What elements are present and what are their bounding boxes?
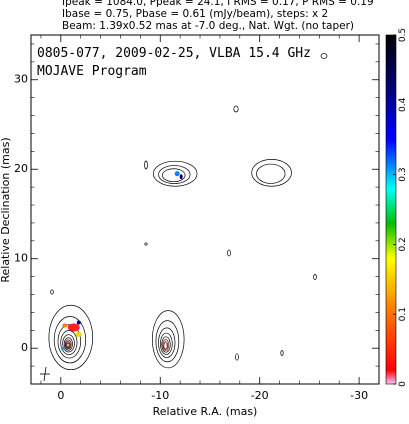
pol-patch [60,346,65,350]
contour-level [251,159,292,187]
x-tick-label: -30 [350,389,368,402]
contour-level [57,324,82,359]
pol-patch [67,323,80,332]
header-line-1: Ipeak = 1084.0, Ppeak = 24.1, I RMS = 0.… [62,0,374,8]
component-north-left [152,160,198,187]
x-axis-label: Relative R.A. (mas) [153,405,258,418]
y-tick-label: 10 [14,252,28,265]
residual-contours [50,53,328,361]
contour-level [66,342,70,348]
component-knot [151,310,185,369]
y-tick-label: 20 [14,162,28,175]
contour-level [161,336,171,353]
y-tick-label: 0 [21,341,28,354]
pol-patch [76,320,81,325]
colorbar-tick-label: 0.5 [398,28,408,42]
contour-level [66,343,70,348]
contour-level [60,330,78,355]
colorbar [385,34,397,385]
x-tick-label: -20 [251,389,269,402]
y-axis-label: Relative Declination (mas) [0,137,12,282]
contour-level [162,168,186,183]
contour-level [163,341,169,350]
colorbar-tick-label: 0 [398,381,408,387]
component-core [48,304,93,371]
header-line-2: Ibase = 0.75, Pbase = 0.61 (mJy/beam), s… [62,8,329,20]
pol-patch [62,323,68,328]
colorbar-tick-label: 0.4 [398,97,408,112]
pol-patch [75,331,82,337]
polarization-patches [60,171,183,350]
contour-level [160,332,173,355]
chart-title: 0805-077, 2009-02-25, VLBA 15.4 GHz [37,46,311,61]
pol-patch [174,171,180,177]
x-tick-label: -10 [151,389,169,402]
contour-level [48,304,93,371]
contour-level [65,341,71,349]
header-line-3: Beam: 1.39x0.52 mas at -7.0 deg., Nat. W… [62,20,355,32]
contour-level [158,327,176,358]
contour-level [163,342,168,349]
contour-level [256,163,286,184]
contour-level [155,320,180,363]
contour-level [152,160,198,187]
contour-level [64,339,72,350]
y-tick-label: 30 [14,73,28,86]
chart-subtitle: MOJAVE Program [37,64,147,79]
contour-level [151,310,185,369]
contour-level [162,339,170,351]
contour-level [62,334,75,353]
colorbar-tick-label: 0.1 [398,307,408,321]
colorbar-tick-label: 0.3 [398,167,408,181]
contour-level [158,165,191,184]
colorbar-tick-label: 0.2 [398,237,408,251]
beam-marker [40,366,50,382]
x-tick-label: 0 [57,389,64,402]
plot-frame [30,34,380,385]
pol-patch [179,174,183,180]
contour-level [53,316,87,364]
component-north-right [251,159,292,187]
contour-level [63,337,73,351]
